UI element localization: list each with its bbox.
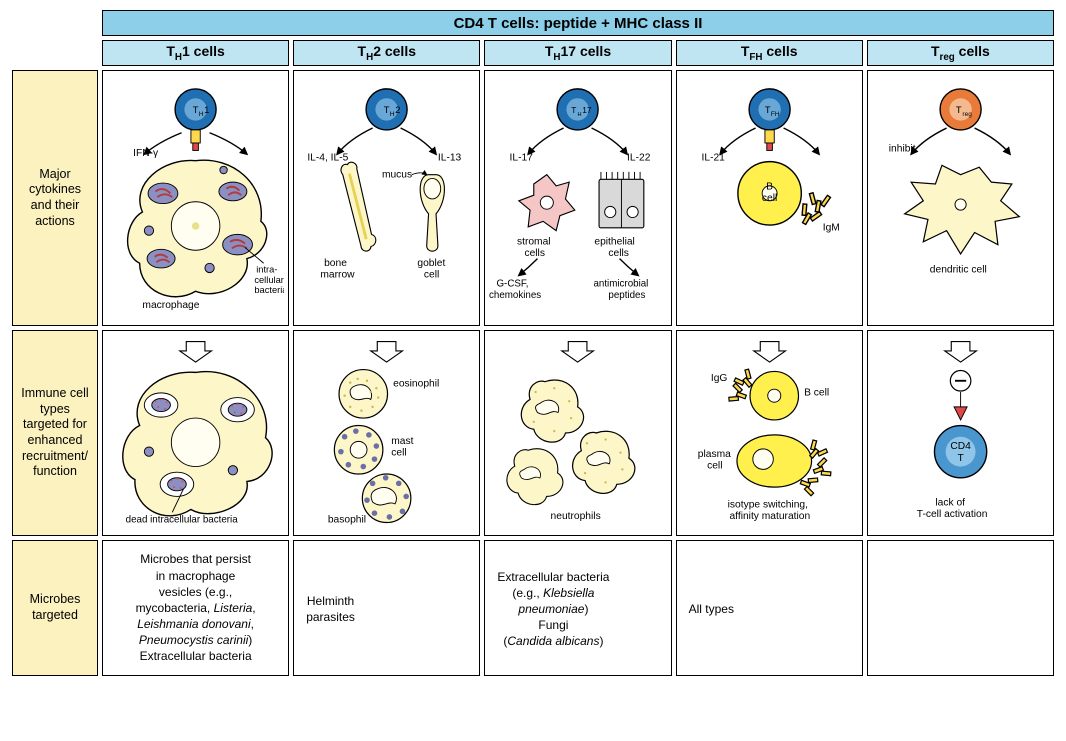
th2-microbes: Helminthparasites — [293, 540, 480, 676]
th2-cytokines-svg: T H 2 IL-4, IL-5 IL-13 bone marrow mucus… — [298, 75, 475, 321]
svg-text:G-CSF,: G-CSF, — [497, 279, 529, 290]
svg-text:T: T — [572, 105, 577, 115]
svg-text:17: 17 — [583, 105, 593, 115]
svg-text:cell: cell — [424, 269, 439, 280]
svg-text:H: H — [199, 111, 204, 118]
spacer — [12, 40, 98, 66]
tfh-cytokines-cell: T FH IL-21 B cell IgM — [676, 70, 863, 326]
svg-text:plasma: plasma — [697, 449, 730, 460]
th2-targets-svg: eosinophil mast cell basophil — [298, 335, 475, 531]
th1-cytokines-svg: T H 1 IFN-γ — [107, 75, 284, 321]
svg-text:marrow: marrow — [321, 269, 356, 280]
igg-label: IgG — [710, 373, 727, 384]
lack-activation-label: lack of — [935, 498, 965, 509]
th1-microbes: Microbes that persistin macrophagevesicl… — [102, 540, 289, 676]
th1-targets-svg: dead intracellular bacteria — [107, 335, 284, 531]
treg-inhibit: inhibit — [889, 143, 916, 154]
row-targets-label: Immune cell types targeted for enhanced … — [12, 330, 98, 536]
th17-cytokines-svg: T H 17 IL-17 IL-22 stromal cells epith — [489, 75, 666, 321]
dendritic-label: dendritic cell — [930, 265, 987, 276]
svg-text:H: H — [390, 111, 395, 118]
svg-text:1: 1 — [204, 105, 209, 115]
tfh-microbes: All types — [676, 540, 863, 676]
svg-text:reg: reg — [962, 111, 972, 118]
eosinophil-label: eosinophil — [393, 378, 439, 389]
col-th17: TH17 cells — [484, 40, 671, 66]
th17-il22: IL-22 — [627, 153, 651, 164]
svg-text:epithelial: epithelial — [595, 237, 635, 248]
svg-text:T: T — [957, 453, 964, 464]
mast-label: mast — [391, 436, 413, 447]
svg-text:goblet: goblet — [418, 258, 446, 269]
row-microbes-label: Microbes targeted — [12, 540, 98, 676]
th17-il17: IL-17 — [510, 153, 534, 164]
svg-text:intra-: intra- — [256, 265, 277, 275]
col-th1: TH1 cells — [102, 40, 289, 66]
treg-targets-cell: CD4 T lack of T-cell activation — [867, 330, 1054, 536]
svg-text:T: T — [193, 105, 199, 115]
svg-text:T: T — [956, 105, 962, 115]
col-treg-label: Treg cells — [931, 43, 990, 63]
svg-text:T: T — [384, 105, 390, 115]
treg-cytokines-cell: T reg inhibit dendritic cell — [867, 70, 1054, 326]
dead-bacteria-label: dead intracellular bacteria — [126, 515, 239, 526]
th17-targets-cell: neutrophils — [484, 330, 671, 536]
bcell-label: B cell — [804, 388, 829, 399]
th2-il13: IL-13 — [438, 153, 462, 164]
tfh-targets-svg: B cell IgG plasma cell isotype switching… — [681, 335, 858, 531]
col-tfh-label: TFH cells — [741, 43, 798, 63]
svg-text:antimicrobial: antimicrobial — [594, 279, 649, 290]
svg-text:cell: cell — [707, 460, 722, 471]
svg-text:cells: cells — [525, 248, 546, 259]
svg-text:cell: cell — [762, 193, 777, 204]
svg-text:stromal: stromal — [517, 237, 551, 248]
igm-label: IgM — [822, 223, 839, 234]
svg-text:H: H — [578, 112, 582, 118]
basophil-label: basophil — [328, 515, 366, 526]
col-th17-label: TH17 cells — [545, 43, 611, 63]
vesicle-1 — [148, 183, 178, 204]
col-th2: TH2 cells — [293, 40, 480, 66]
col-tfh: TFH cells — [676, 40, 863, 66]
cd4-tcell-table: CD4 T cells: peptide + MHC class II TH1 … — [10, 8, 1056, 678]
isotype-label: isotype switching, — [727, 500, 807, 511]
th1-targets-cell: dead intracellular bacteria — [102, 330, 289, 536]
svg-text:peptides: peptides — [609, 290, 646, 301]
tfh-targets-cell: B cell IgG plasma cell isotype switching… — [676, 330, 863, 536]
svg-text:cellular: cellular — [254, 275, 284, 285]
neutrophils-label: neutrophils — [551, 511, 601, 522]
svg-text:mucus: mucus — [382, 169, 412, 180]
col-th2-label: TH2 cells — [358, 43, 416, 63]
th17-cytokines-cell: T H 17 IL-17 IL-22 stromal cells epith — [484, 70, 671, 326]
treg-cytokines-svg: T reg inhibit dendritic cell — [872, 75, 1049, 321]
spacer — [12, 10, 98, 36]
th1-cytokines-cell: T H 1 IFN-γ — [102, 70, 289, 326]
row-cytokines-label: Major cytokines and their actions — [12, 70, 98, 326]
th17-microbes: Extracellular bacteria(e.g., Klebsiellap… — [484, 540, 671, 676]
th1-ifng: IFN-γ — [133, 148, 159, 159]
svg-text:T-cell activation: T-cell activation — [917, 509, 988, 520]
col-th1-label: TH1 cells — [166, 43, 224, 63]
th2-targets-cell: eosinophil mast cell basophil — [293, 330, 480, 536]
svg-text:FH: FH — [770, 111, 779, 118]
treg-microbes — [867, 540, 1054, 676]
svg-text:bone: bone — [324, 258, 347, 269]
svg-text:bacteria: bacteria — [254, 285, 284, 295]
th17-targets-svg: neutrophils — [489, 335, 666, 531]
tfh-il21: IL-21 — [701, 153, 725, 164]
svg-text:2: 2 — [395, 105, 400, 115]
svg-text:affinity maturation: affinity maturation — [729, 511, 810, 522]
svg-text:CD4: CD4 — [950, 441, 971, 452]
svg-text:cell: cell — [391, 447, 406, 458]
col-treg: Treg cells — [867, 40, 1054, 66]
svg-text:B: B — [766, 182, 773, 193]
th2-il45: IL-4, IL-5 — [308, 153, 349, 164]
treg-targets-svg: CD4 T lack of T-cell activation — [872, 335, 1049, 531]
tfh-cytokines-svg: T FH IL-21 B cell IgM — [681, 75, 858, 321]
svg-text:cells: cells — [609, 248, 630, 259]
th2-cytokines-cell: T H 2 IL-4, IL-5 IL-13 bone marrow mucus… — [293, 70, 480, 326]
banner-header: CD4 T cells: peptide + MHC class II — [102, 10, 1054, 36]
svg-text:chemokines: chemokines — [489, 290, 541, 301]
